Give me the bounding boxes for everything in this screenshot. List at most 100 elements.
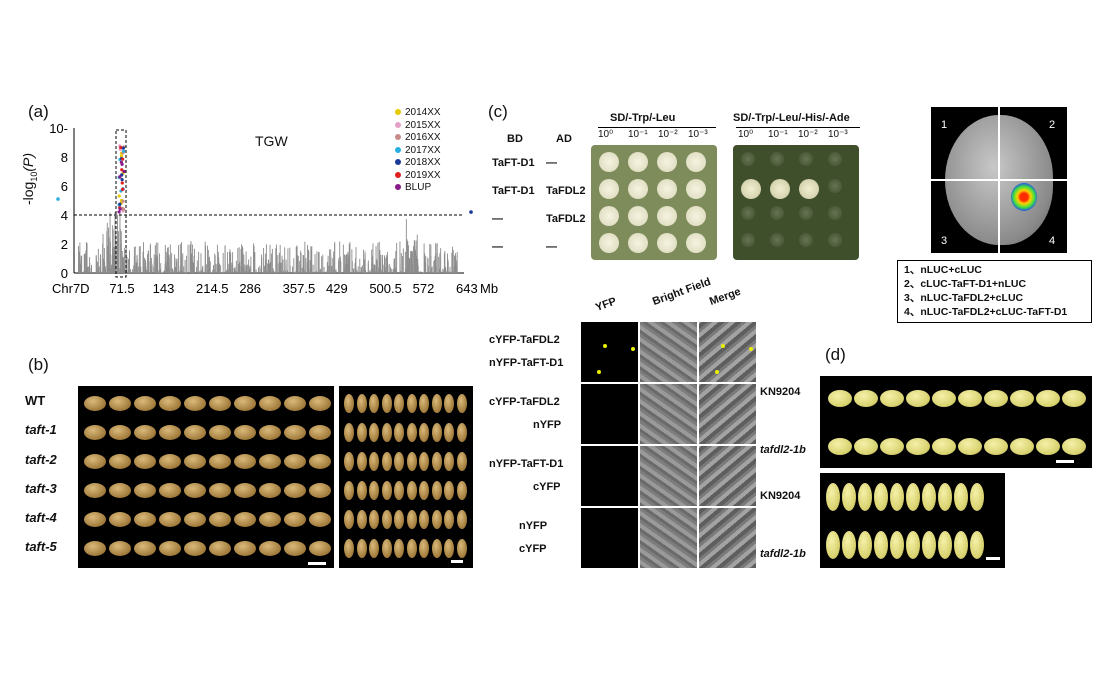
snp-bar [132, 269, 133, 273]
grain [356, 510, 367, 529]
grain [259, 541, 281, 556]
legend-marker [395, 121, 401, 128]
snp-bar [383, 264, 385, 273]
manhattan-svg: 0 2 4 6 8 10- Chr7D 71.5 143 214.5 286 357.5 429 500.… [49, 121, 498, 296]
grain [932, 390, 956, 407]
grain [284, 454, 306, 469]
snp-bar [198, 251, 200, 273]
yeast-colony [686, 233, 706, 253]
grain [284, 396, 306, 411]
snp-bar [407, 241, 409, 273]
scale-bar [986, 557, 1000, 560]
snp-bar [351, 249, 353, 273]
snp-bar [134, 246, 136, 273]
snp-bar [255, 269, 257, 273]
snp-bar [263, 265, 265, 273]
snp-bar [442, 268, 444, 273]
lci-legend-entry: 1、nLUC+cLUC [904, 264, 982, 276]
leaf-luciferase-image: 1 2 3 4 [931, 107, 1067, 253]
peak-highlight-box [115, 129, 127, 278]
snp-bar [108, 261, 110, 273]
d-top-row-1-label: KN9204 [760, 386, 801, 398]
snp-bar [176, 269, 177, 273]
snp-bar [100, 258, 102, 273]
snp-bar [282, 259, 284, 273]
grain [456, 510, 467, 529]
snp-bar [302, 254, 304, 273]
snp-bar [307, 249, 309, 273]
snp-bar [384, 269, 386, 273]
snp-bar [167, 247, 169, 273]
outlier-point [469, 210, 473, 214]
snp-bar [307, 245, 308, 273]
yeast-colony [741, 152, 755, 166]
snp-bar [292, 266, 293, 273]
grain [259, 483, 281, 498]
snp-bar [311, 246, 313, 273]
snp-bar [327, 255, 329, 273]
legend-marker [395, 159, 401, 165]
snp-bar [270, 261, 272, 273]
snp-bar [417, 258, 419, 273]
snp-bar [224, 245, 226, 273]
bd-construct-label: TaFT-D1 [492, 185, 535, 197]
grain [394, 539, 404, 558]
snp-bar [377, 242, 379, 273]
snp-bar [394, 258, 396, 273]
snp-bar [440, 248, 442, 273]
snp-bar [455, 266, 457, 273]
snp-bar [275, 248, 277, 273]
snp-bar [361, 265, 363, 273]
snp-bar [127, 271, 129, 273]
snp-bar [143, 242, 144, 273]
snp-bar [181, 271, 183, 273]
snp-bar [220, 265, 222, 273]
grain [394, 510, 404, 529]
snp-bar [277, 254, 279, 273]
grain [842, 531, 856, 559]
grain [356, 423, 367, 442]
snp-bar [240, 266, 242, 273]
snp-bar [149, 262, 151, 273]
grain [209, 425, 231, 440]
media-1-underline [598, 127, 716, 128]
snp-bar [297, 270, 299, 273]
grain [922, 483, 936, 511]
snp-bar [97, 261, 99, 273]
grain [84, 425, 106, 440]
ad-construct-label: — [546, 157, 557, 169]
genotype-label: taft-1 [25, 422, 57, 438]
grain [134, 483, 156, 498]
snp-bar [284, 247, 286, 273]
snp-bar [320, 268, 321, 273]
outlier-point [56, 197, 60, 201]
peak-point [122, 149, 126, 153]
legend-label: BLUP [405, 182, 432, 193]
snp-bar [128, 258, 129, 273]
grain [259, 425, 281, 440]
snp-bar [340, 261, 342, 273]
snp-bar [159, 271, 161, 273]
snp-bar [149, 245, 151, 273]
snp-bar [85, 251, 87, 273]
snp-bar [150, 266, 152, 273]
grain [381, 539, 392, 558]
d-bottom-row-2-label: tafdl2-1b [760, 548, 806, 560]
yeast-colony [657, 206, 677, 226]
snp-bar [325, 271, 327, 273]
grain [109, 483, 131, 498]
media-2-label: SD/-Trp/-Leu/-His/-Ade [733, 112, 850, 124]
dilution-label: 10⁻¹ [628, 129, 648, 140]
snp-bar [238, 247, 240, 273]
snp-bar [365, 269, 367, 273]
snp-bar [237, 248, 239, 273]
grain [309, 541, 331, 556]
snp-bar [124, 270, 126, 273]
snp-bar [89, 271, 91, 273]
snp-bar [202, 266, 204, 273]
bd-construct-label: — [492, 241, 503, 253]
grain [938, 531, 952, 559]
dilution-label: 10⁻³ [688, 129, 708, 140]
snp-bar [172, 268, 173, 273]
lci-legend-entry: 2、cLUC-TaFT-D1+nLUC [904, 278, 1027, 290]
